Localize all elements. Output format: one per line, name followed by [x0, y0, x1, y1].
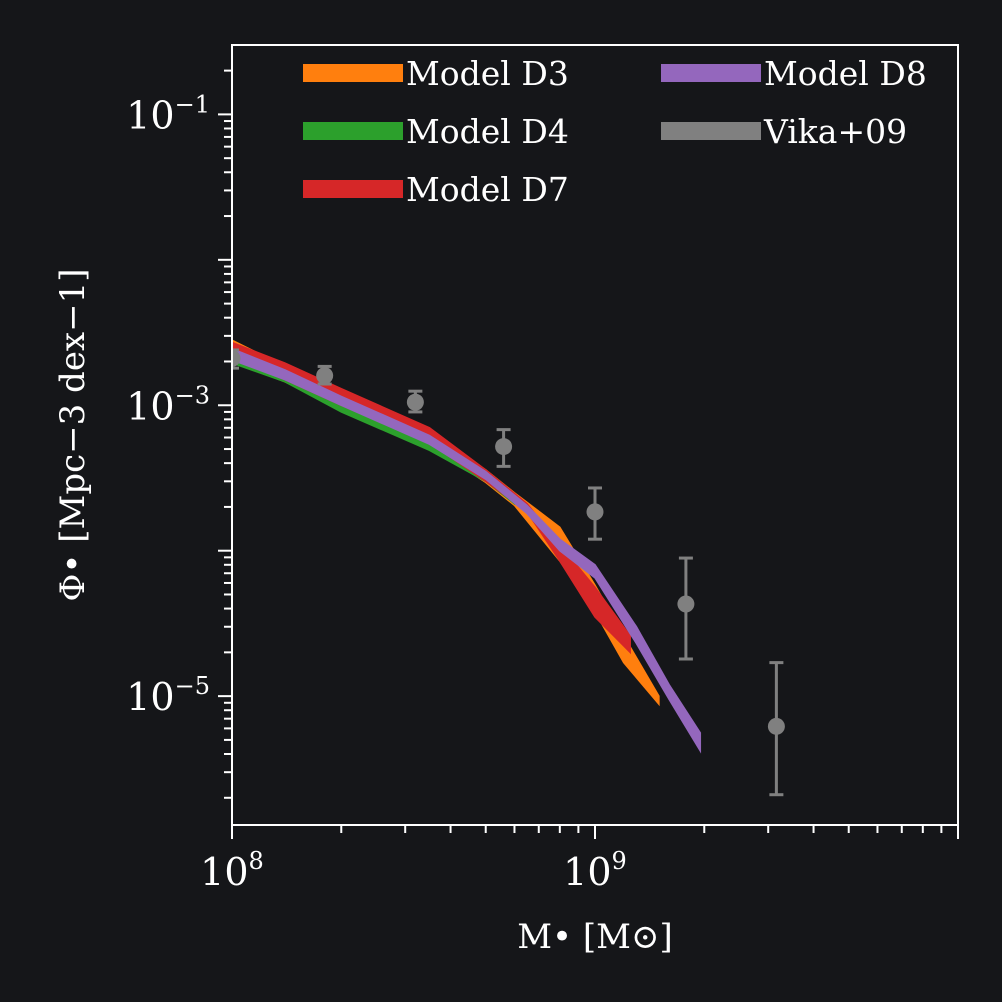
legend-item: Model D8	[661, 54, 927, 93]
marker	[586, 503, 604, 521]
plot-area	[232, 339, 785, 797]
legend-swatch	[303, 122, 403, 140]
marker	[495, 438, 513, 456]
data-point	[316, 364, 334, 386]
legend-label: Model D4	[406, 112, 569, 151]
x-axis-label: M• [M⊙]	[517, 917, 673, 957]
legend-label: Model D8	[764, 54, 927, 93]
data-point	[495, 428, 513, 468]
legend-item: Model D7	[303, 170, 569, 209]
legend-item: Vika+09	[661, 112, 907, 151]
legend-swatch	[661, 64, 761, 82]
y-tick-label: 10−5	[126, 672, 210, 719]
legend: Model D3 Model D4 Model D7 Model D8 Vika+09	[303, 54, 927, 209]
y-axis-label: Φ• [Mpc−3 dex−1]	[53, 269, 93, 602]
legend-item: Model D4	[303, 112, 569, 151]
legend-label: Model D3	[406, 54, 569, 93]
marker	[767, 717, 785, 735]
band-model-d8	[232, 347, 702, 754]
legend-item: Model D3	[303, 54, 569, 93]
legend-label: Vika+09	[763, 112, 907, 151]
data-point	[677, 556, 695, 661]
marker	[406, 393, 424, 411]
marker	[232, 349, 241, 367]
x-tick-label: 109	[563, 847, 627, 894]
legend-label: Model D7	[406, 170, 569, 209]
legend-swatch	[661, 122, 761, 140]
x-tick-label: 108	[200, 847, 264, 894]
y-tick-label: 10−3	[126, 381, 210, 428]
axis-ticks: 108 109 10−5 10−3 10−1	[126, 69, 959, 894]
data-point	[586, 486, 604, 541]
marker	[677, 595, 695, 613]
data-point	[767, 661, 785, 797]
y-tick-label: 10−1	[126, 90, 210, 137]
marker	[316, 367, 334, 385]
data-point	[232, 348, 241, 370]
legend-swatch	[303, 180, 403, 198]
legend-swatch	[303, 64, 403, 82]
data-point	[406, 389, 424, 414]
